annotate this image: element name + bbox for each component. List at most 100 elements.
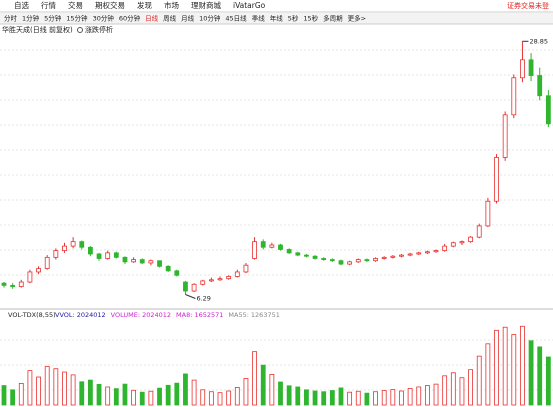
candle-body <box>10 285 16 287</box>
pointer <box>185 294 196 299</box>
indicator-name: VVOL: <box>55 311 75 319</box>
menu-item[interactable]: 行情 <box>41 0 56 10</box>
indicator-name: MA55: <box>228 311 249 319</box>
candle-body <box>1 282 7 286</box>
volume-bar <box>226 390 232 406</box>
tab[interactable]: 多周期 <box>323 14 343 23</box>
tab[interactable]: 5秒 <box>288 14 299 23</box>
volume-bar <box>70 374 76 406</box>
candle-body <box>442 245 448 252</box>
volume-bar <box>295 386 301 406</box>
tab[interactable]: 季线 <box>252 14 266 23</box>
volume-bar <box>321 391 327 406</box>
candle-body <box>364 259 370 262</box>
volume-bar <box>1 385 7 406</box>
menu-item[interactable]: 自选 <box>14 0 29 10</box>
high-label: 28.85 <box>529 37 548 45</box>
candle-body <box>165 265 171 272</box>
volume-bar <box>105 386 111 406</box>
tab[interactable]: 日线 <box>145 14 159 23</box>
candle-body <box>53 250 59 258</box>
candle-body <box>260 241 266 248</box>
volume-bar <box>183 373 188 406</box>
menu-item[interactable]: 理财商城 <box>191 0 221 10</box>
volume-bar <box>62 371 67 406</box>
volume-bar <box>304 389 309 406</box>
volume-bar <box>416 386 422 406</box>
candle-body <box>416 252 422 255</box>
tab[interactable]: 分时 <box>4 14 18 23</box>
tab[interactable]: 月线 <box>181 14 195 23</box>
candle-body <box>485 200 491 227</box>
tab[interactable]: 周线 <box>163 14 177 23</box>
candle-body <box>329 259 335 262</box>
tab[interactable]: 年线 <box>270 14 284 23</box>
candle-body <box>234 271 240 277</box>
menu-bar <box>0 0 553 12</box>
candle-body <box>243 264 249 273</box>
candle-body <box>511 77 517 116</box>
candle-body <box>520 59 525 79</box>
chart-title: 华胜天成(日线 前复权) <box>2 25 73 34</box>
volume-bar <box>476 355 482 406</box>
volume-bar <box>545 356 551 406</box>
tab[interactable]: 更多> <box>348 14 366 23</box>
volume-bar <box>494 329 499 406</box>
tab[interactable]: 45日线 <box>225 14 247 23</box>
candle-body <box>27 271 33 283</box>
volume-bar <box>537 346 543 406</box>
tab[interactable]: 5分钟 <box>44 14 62 23</box>
volume-bar <box>373 391 378 406</box>
candle-body <box>381 256 387 259</box>
volume-bar <box>27 370 33 406</box>
tab[interactable]: 15秒 <box>303 14 318 23</box>
volume-bar <box>139 391 145 406</box>
volume-bar <box>338 387 344 406</box>
indicator-value: 1263751 <box>251 311 280 319</box>
volume-bar <box>217 392 223 406</box>
volume-bar <box>485 343 491 406</box>
menu-item[interactable]: 发现 <box>137 0 152 10</box>
volume-bar <box>329 390 335 406</box>
candle-body <box>208 279 214 282</box>
tab[interactable]: 1分钟 <box>22 14 40 23</box>
menu-item[interactable]: 市场 <box>164 0 179 10</box>
candle-body <box>321 258 327 260</box>
candle-body <box>450 242 456 247</box>
tab[interactable]: 30分钟 <box>93 14 115 23</box>
indicator-value: 1652571 <box>194 311 223 319</box>
volume-bar <box>269 374 275 406</box>
candle-body <box>252 241 257 259</box>
candle-body <box>399 254 404 257</box>
tab[interactable]: 60分钟 <box>119 14 141 23</box>
menu-item[interactable]: 交易 <box>68 0 83 10</box>
volume-bar <box>528 340 534 406</box>
volume-bar <box>122 383 128 406</box>
menu-item[interactable]: iVatarGo <box>233 1 266 10</box>
candle-body <box>494 157 499 202</box>
candle-body <box>139 259 145 264</box>
candle-body <box>174 270 180 276</box>
candle-body <box>200 280 206 285</box>
volume-bar <box>79 381 85 406</box>
volume-bar <box>390 389 396 406</box>
candle-body <box>295 252 301 256</box>
tab[interactable]: 10分钟 <box>199 14 221 23</box>
volume-bar <box>347 391 353 406</box>
volume-bar <box>520 325 525 406</box>
candle-body <box>113 252 119 258</box>
volume-bar <box>36 376 41 406</box>
volume-bar <box>511 334 517 406</box>
menu-item[interactable]: 期权交易 <box>95 0 125 10</box>
tab[interactable]: 15分钟 <box>66 14 88 23</box>
candle-body <box>96 253 102 259</box>
login-status[interactable]: 证券交易未登 <box>507 1 549 10</box>
volume-bar <box>44 366 50 406</box>
low-label: 6.29 <box>196 295 210 303</box>
indicator-value: 2024012 <box>142 311 171 319</box>
chart-subtitle[interactable]: 涨跌停析 <box>85 25 113 34</box>
candle-body <box>269 244 275 248</box>
volume-bar <box>442 375 448 406</box>
volume-bar <box>157 387 162 406</box>
